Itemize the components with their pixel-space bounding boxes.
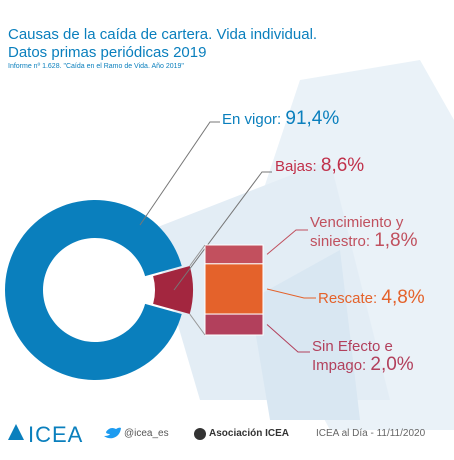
breakdown-segment (204, 244, 264, 265)
data-label: Bajas: 8,6% (275, 155, 365, 176)
note: Informe nº 1.628. "Caída en el Ramo de V… (8, 63, 184, 70)
twitter: @icea_es (124, 428, 169, 439)
title: Causas de la caída de cartera. Vida indi… (8, 26, 318, 43)
leader-line (266, 229, 308, 255)
logo: ICEA (28, 422, 84, 447)
leader-line (266, 324, 310, 353)
label-name: Sin Efecto e Impago: (312, 338, 393, 374)
data-label: Rescate: 4,8% (318, 287, 425, 308)
connector (189, 313, 206, 336)
label-value: 4,8% (381, 287, 425, 308)
connector (189, 244, 206, 267)
label-value: 8,6% (320, 155, 365, 176)
label-value: 2,0% (370, 354, 414, 375)
breakdown-segment (204, 313, 264, 336)
label-name: Rescate: (318, 290, 378, 307)
twitter-icon (104, 427, 121, 439)
leader-line (173, 171, 272, 291)
linkedin-icon (194, 428, 206, 440)
label-name: Vencimiento y siniestro: (310, 214, 404, 250)
label-name: Bajas: (275, 158, 317, 175)
label-name: En vigor: (222, 111, 282, 128)
date: ICEA al Día - 11/11/2020 (316, 428, 426, 439)
label-value: 91,4% (285, 108, 340, 129)
donut-slice (5, 200, 182, 380)
background-shape (250, 250, 360, 420)
data-label: Vencimiento y siniestro: 1,8% (310, 214, 430, 251)
linkedin: Asociación ICEA (209, 428, 290, 439)
logo-icon (8, 424, 24, 440)
breakdown-segment (204, 263, 264, 315)
subtitle: Datos primas periódicas 2019 (8, 44, 207, 61)
leader-line (139, 121, 220, 226)
leader-line (266, 288, 316, 299)
data-label: Sin Efecto e Impago: 2,0% (312, 338, 422, 375)
label-value: 1,8% (374, 230, 418, 251)
data-label: En vigor: 91,4% (222, 108, 340, 129)
